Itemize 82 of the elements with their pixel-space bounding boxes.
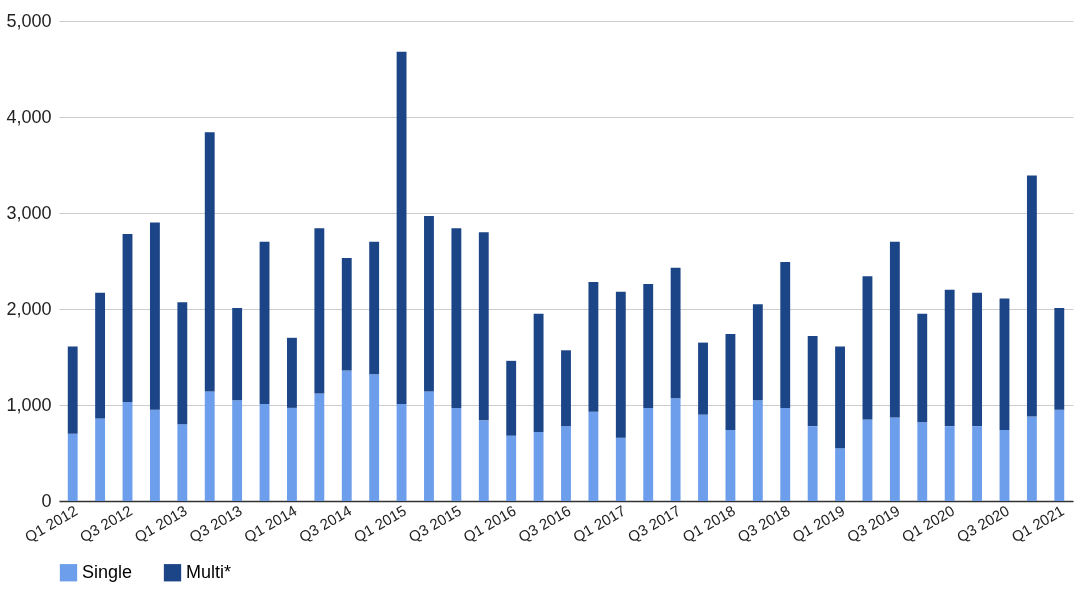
bar [1026, 175, 1037, 417]
bar [944, 289, 955, 427]
y-tick-label: 5,000 [6, 10, 52, 31]
bar [835, 346, 845, 449]
bar [177, 424, 188, 501]
bar [752, 304, 763, 401]
bar [862, 276, 873, 420]
legend-label: Multi* [186, 561, 232, 582]
bar [999, 298, 1010, 430]
bar [259, 241, 270, 405]
bar [533, 313, 544, 432]
bar [889, 241, 900, 418]
bar [643, 407, 654, 501]
bar [588, 411, 599, 501]
y-tick-label: 1,000 [6, 394, 52, 415]
bar [698, 414, 708, 501]
bar [369, 374, 380, 501]
bar [972, 292, 983, 427]
bar [561, 350, 571, 427]
bar [835, 448, 845, 501]
bar [533, 431, 544, 501]
bar [341, 370, 352, 501]
bar [615, 437, 626, 501]
bar [95, 292, 106, 419]
bar [972, 426, 983, 501]
bar [67, 346, 78, 434]
bar [95, 418, 106, 501]
bar [999, 429, 1010, 501]
bar [396, 404, 407, 501]
bar [122, 234, 133, 403]
bar [314, 228, 325, 394]
bar [615, 291, 626, 438]
bar [341, 258, 352, 371]
bar [149, 222, 160, 410]
bar [506, 360, 517, 436]
bar [204, 391, 215, 501]
bar [588, 282, 599, 412]
bar [232, 308, 243, 401]
bar [478, 232, 489, 421]
bar [862, 419, 873, 501]
bar [1026, 416, 1037, 501]
bar [917, 313, 928, 423]
bar [424, 215, 434, 392]
bar [122, 402, 133, 501]
bar [1054, 308, 1065, 410]
bar [451, 228, 462, 408]
bar [287, 407, 297, 501]
y-tick-label: 4,000 [6, 106, 52, 127]
y-tick-label: 3,000 [6, 202, 52, 223]
y-tick-label: 2,000 [6, 298, 52, 319]
y-tick-label: 0 [41, 490, 52, 511]
bar [149, 409, 160, 501]
bar [1054, 409, 1065, 501]
bar [369, 241, 380, 375]
bar [725, 333, 736, 430]
bar [698, 342, 708, 415]
bar [396, 51, 407, 405]
bar [478, 420, 489, 501]
bar [780, 261, 791, 408]
bar [807, 426, 818, 501]
bar [287, 337, 297, 408]
bar [67, 433, 78, 501]
bar [725, 429, 736, 501]
bar [670, 398, 681, 501]
bar [506, 435, 517, 501]
legend-label: Single [82, 561, 133, 582]
bar [177, 302, 188, 425]
bar [670, 267, 681, 399]
bar [752, 400, 763, 501]
bar [643, 284, 654, 408]
bar [314, 393, 325, 501]
bar [917, 422, 928, 501]
bar [944, 426, 955, 501]
bar [424, 391, 434, 501]
bar [561, 426, 571, 501]
bar [780, 407, 791, 501]
bar [232, 400, 243, 501]
bar [889, 417, 900, 501]
bar [807, 335, 818, 427]
bar [259, 404, 270, 501]
bar [204, 132, 215, 392]
bar [451, 407, 462, 501]
